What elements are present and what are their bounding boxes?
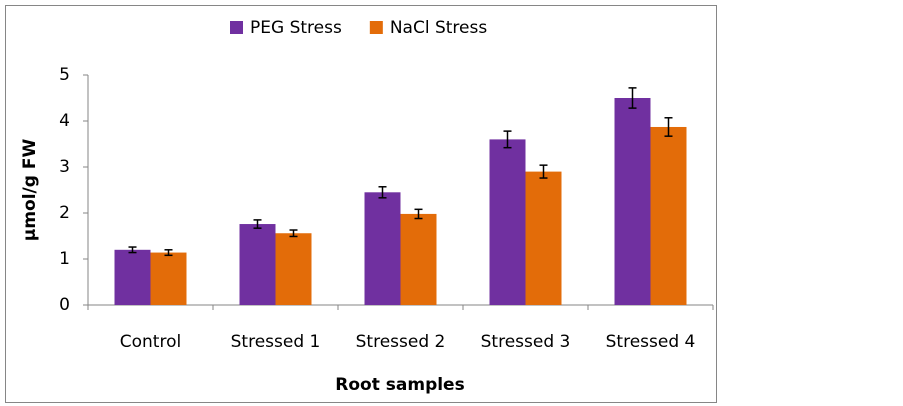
x-axis-label: Root samples [335,375,464,395]
y-axis-label: µmol/g FW [20,139,40,242]
bar [150,252,187,305]
error-bar [503,130,512,149]
y-tick-label: 3 [59,157,70,177]
bar [489,139,526,305]
legend-label: NaCl Stress [390,18,488,38]
bar [650,126,687,305]
bar [400,213,437,305]
x-tick-label: Stressed 2 [356,332,446,352]
bar [114,249,151,305]
error-bar [628,87,637,109]
bar [525,171,562,305]
legend-swatch [369,21,383,34]
chart-frame [5,5,717,403]
y-tick-label: 4 [59,111,70,131]
bar [614,98,651,305]
error-bar [164,249,173,257]
legend-swatch [230,21,243,34]
x-tick-label: Stressed 1 [231,332,321,352]
y-tick-label: 2 [59,203,70,223]
bar [275,233,312,305]
bar [239,224,276,305]
x-tick-label: Stressed 4 [606,332,696,352]
x-tick-label: Control [120,332,181,352]
error-bar [253,219,262,229]
y-tick-label: 0 [59,295,70,315]
legend-label: PEG Stress [250,18,342,38]
error-bar [539,164,548,179]
error-bar [289,229,298,238]
bar [364,192,401,305]
x-tick-label: Stressed 3 [481,332,571,352]
error-bar [128,246,137,254]
error-bar [664,117,673,137]
error-bar [414,208,423,220]
y-tick-label: 5 [59,65,70,85]
error-bar [378,186,387,199]
y-tick-label: 1 [59,249,70,269]
